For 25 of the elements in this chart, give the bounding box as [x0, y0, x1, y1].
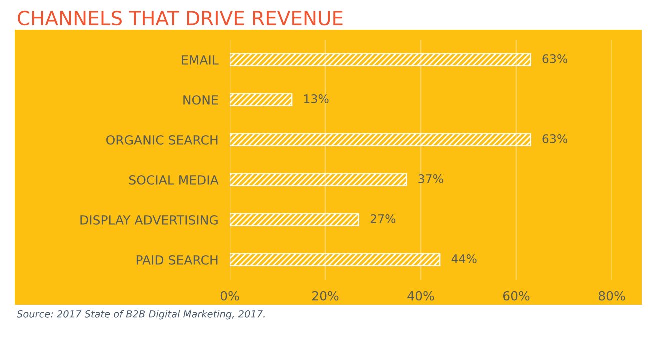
bar	[230, 213, 360, 227]
data-label: 63%	[542, 134, 568, 144]
y-tick-label: DISPLAY ADVERTISING	[80, 215, 218, 225]
bar	[230, 93, 293, 107]
y-tick-label: NONE	[184, 95, 218, 105]
chart-title: CHANNELS THAT DRIVE REVENUE	[18, 10, 343, 26]
data-label: 63%	[542, 54, 568, 64]
y-tick-label: PAID SEARCH	[136, 255, 218, 265]
x-tick-label: 60%	[503, 291, 530, 301]
bar	[230, 133, 532, 147]
source-note: Source: 2017 State of B2B Digital Marketing, 2017.	[17, 310, 265, 320]
x-tick-label: 20%	[312, 291, 339, 301]
x-tick-label: 80%	[598, 291, 626, 301]
data-label: 37%	[418, 174, 444, 184]
x-tick-label: 0%	[220, 291, 240, 301]
y-tick-label: SOCIAL MEDIA	[129, 175, 219, 185]
bar	[230, 253, 441, 267]
bar	[230, 53, 532, 67]
data-label: 27%	[370, 214, 396, 224]
y-tick-label: ORGANIC SEARCH	[106, 135, 218, 145]
data-label: 13%	[304, 94, 329, 104]
x-tick-label: 40%	[408, 291, 434, 301]
y-tick-label: EMAIL	[182, 56, 219, 65]
bar	[230, 173, 408, 187]
data-label: 44%	[452, 254, 477, 264]
